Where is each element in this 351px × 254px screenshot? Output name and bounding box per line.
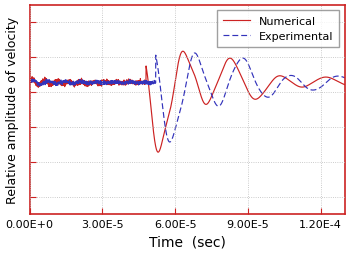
X-axis label: Time  (sec): Time (sec) xyxy=(149,234,226,248)
Experimental xyxy=(303,85,307,88)
Experimental xyxy=(27,80,32,83)
Experimental xyxy=(168,141,172,144)
Numerical xyxy=(27,80,32,83)
Experimental xyxy=(193,52,197,55)
Numerical xyxy=(64,83,68,86)
Line: Numerical: Numerical xyxy=(29,52,345,153)
Legend: Numerical, Experimental: Numerical, Experimental xyxy=(217,11,339,47)
Numerical xyxy=(156,151,160,154)
Line: Experimental: Experimental xyxy=(29,54,345,142)
Experimental xyxy=(337,75,341,78)
Numerical xyxy=(343,84,347,87)
Numerical xyxy=(82,82,86,85)
Numerical xyxy=(148,102,153,105)
Numerical xyxy=(303,86,307,89)
Experimental xyxy=(343,77,347,80)
Experimental xyxy=(82,83,86,86)
Experimental xyxy=(64,81,68,84)
Numerical xyxy=(337,81,341,84)
Y-axis label: Relative amplitude of velocity: Relative amplitude of velocity xyxy=(6,17,19,203)
Numerical xyxy=(181,51,185,54)
Experimental xyxy=(162,118,166,121)
Experimental xyxy=(148,82,153,85)
Numerical xyxy=(162,132,166,135)
